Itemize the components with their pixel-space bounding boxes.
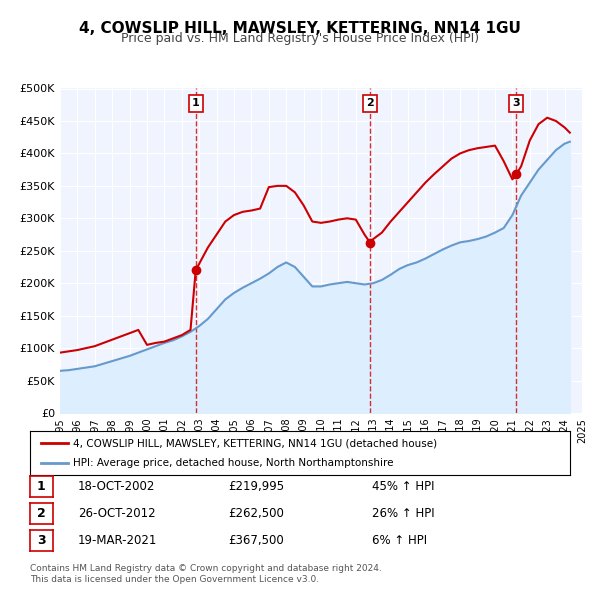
Text: HPI: Average price, detached house, North Northamptonshire: HPI: Average price, detached house, Nort… [73, 458, 394, 467]
Text: 4, COWSLIP HILL, MAWSLEY, KETTERING, NN14 1GU (detached house): 4, COWSLIP HILL, MAWSLEY, KETTERING, NN1… [73, 438, 437, 448]
Text: This data is licensed under the Open Government Licence v3.0.: This data is licensed under the Open Gov… [30, 575, 319, 584]
Text: 45% ↑ HPI: 45% ↑ HPI [372, 480, 434, 493]
Text: 26-OCT-2012: 26-OCT-2012 [78, 507, 155, 520]
Text: 19-MAR-2021: 19-MAR-2021 [78, 534, 157, 547]
Text: 26% ↑ HPI: 26% ↑ HPI [372, 507, 434, 520]
Text: Contains HM Land Registry data © Crown copyright and database right 2024.: Contains HM Land Registry data © Crown c… [30, 565, 382, 573]
Text: £262,500: £262,500 [228, 507, 284, 520]
Text: £219,995: £219,995 [228, 480, 284, 493]
Text: 1: 1 [192, 98, 200, 108]
Text: 3: 3 [512, 98, 520, 108]
Text: 3: 3 [37, 534, 46, 547]
Text: £367,500: £367,500 [228, 534, 284, 547]
Text: 2: 2 [37, 507, 46, 520]
Text: 2: 2 [366, 98, 374, 108]
Text: 18-OCT-2002: 18-OCT-2002 [78, 480, 155, 493]
Text: Price paid vs. HM Land Registry's House Price Index (HPI): Price paid vs. HM Land Registry's House … [121, 32, 479, 45]
Text: 4, COWSLIP HILL, MAWSLEY, KETTERING, NN14 1GU: 4, COWSLIP HILL, MAWSLEY, KETTERING, NN1… [79, 21, 521, 35]
Text: 6% ↑ HPI: 6% ↑ HPI [372, 534, 427, 547]
Text: 1: 1 [37, 480, 46, 493]
